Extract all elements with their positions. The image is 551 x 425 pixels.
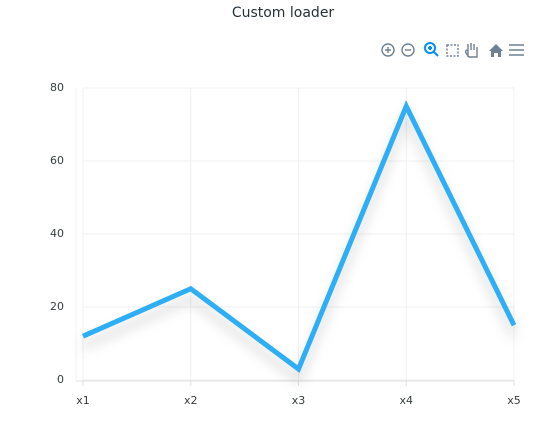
- zoom-out-button[interactable]: [401, 43, 415, 57]
- y-tick-label: 20: [50, 300, 64, 313]
- x-tick-label: x3: [292, 394, 306, 407]
- x-tick-label: x4: [399, 394, 413, 407]
- y-tick-label: 40: [50, 227, 64, 240]
- x-tick-label: x5: [507, 394, 521, 407]
- selection-button[interactable]: [446, 44, 459, 57]
- y-tick-label: 80: [50, 81, 64, 94]
- menu-button[interactable]: [509, 44, 524, 56]
- y-tick-label: 60: [50, 154, 64, 167]
- x-tick-label: x1: [76, 394, 90, 407]
- x-tick-label: x2: [184, 394, 198, 407]
- line: [81, 100, 517, 373]
- reset-button[interactable]: [489, 44, 503, 57]
- toolbar: [381, 42, 524, 58]
- y-tick-label: 0: [57, 373, 64, 386]
- chart-title: Custom loader: [232, 5, 335, 21]
- zoom-button[interactable]: [424, 42, 439, 57]
- zoom-in-button[interactable]: [381, 43, 395, 57]
- pan-button[interactable]: [464, 43, 478, 58]
